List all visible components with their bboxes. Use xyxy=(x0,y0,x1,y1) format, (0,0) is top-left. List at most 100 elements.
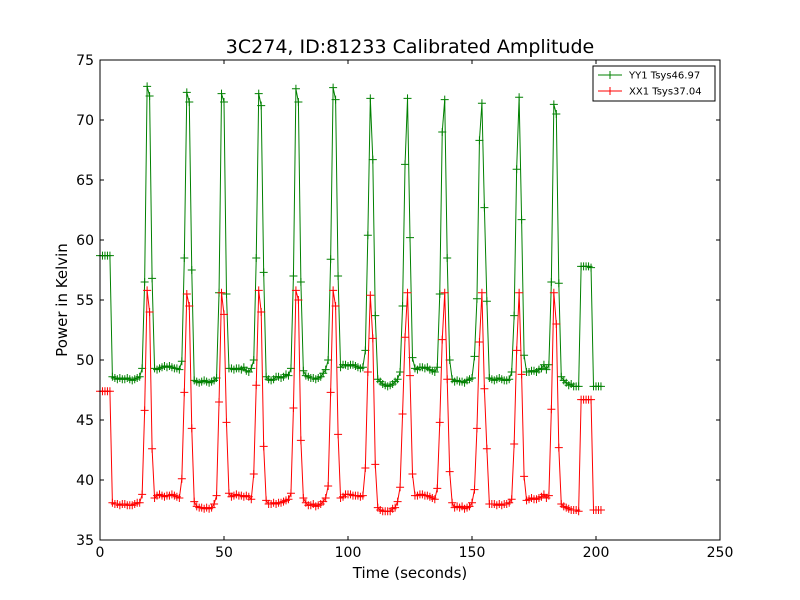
data-point xyxy=(138,490,147,499)
data-point xyxy=(371,460,380,469)
data-point xyxy=(289,404,298,412)
chart-title: 3C274, ID:81233 Calibrated Amplitude xyxy=(226,36,594,58)
axes-layer: 0 50 100 150 200 250 35 40 45 50 55 60 65 70 75 xyxy=(76,53,733,561)
data-point xyxy=(482,444,491,453)
data-point xyxy=(187,424,196,433)
data-point xyxy=(587,395,596,404)
series-1 xyxy=(96,286,605,516)
data-point xyxy=(549,100,558,109)
data-point xyxy=(175,494,184,502)
data-point xyxy=(363,231,372,240)
legend: YY1 Tsys46.97 XX1 Tsys37.04 xyxy=(592,65,716,102)
legend-swatch-marker xyxy=(606,71,614,79)
data-point xyxy=(475,136,484,145)
y-tick-label: 40 xyxy=(76,473,94,489)
data-point xyxy=(247,495,256,504)
data-point xyxy=(468,374,476,382)
data-point xyxy=(472,294,481,303)
y-tick-label: 45 xyxy=(76,413,94,429)
legend-box xyxy=(592,65,716,102)
data-point xyxy=(406,233,414,242)
data-point xyxy=(324,356,333,364)
data-point xyxy=(296,436,305,445)
data-point xyxy=(482,297,491,306)
data-point xyxy=(440,95,449,104)
data-point xyxy=(257,101,266,110)
data-point xyxy=(326,388,335,397)
y-tick-label: 55 xyxy=(76,293,94,309)
data-point xyxy=(477,99,486,108)
data-point xyxy=(547,405,556,414)
data-point xyxy=(542,365,551,374)
data-point xyxy=(366,94,375,103)
data-point xyxy=(587,263,596,272)
data-point xyxy=(331,95,340,104)
data-point xyxy=(187,266,196,274)
data-point xyxy=(366,291,375,300)
data-point xyxy=(177,474,186,483)
x-tick-label: 100 xyxy=(335,545,362,561)
data-point xyxy=(468,498,476,507)
data-point xyxy=(329,286,338,295)
data-point xyxy=(326,255,335,264)
data-point xyxy=(182,88,191,97)
data-point xyxy=(505,375,514,384)
data-point xyxy=(252,254,261,262)
data-point xyxy=(470,485,479,494)
data-point xyxy=(403,94,412,103)
data-point xyxy=(512,165,521,174)
data-point xyxy=(284,371,293,380)
data-point xyxy=(291,286,300,295)
data-point xyxy=(361,464,370,472)
data-point xyxy=(433,363,442,372)
x-tick-label: 50 xyxy=(215,545,233,561)
data-point xyxy=(517,370,526,379)
series-0 xyxy=(96,82,605,391)
data-point xyxy=(393,497,402,506)
data-point xyxy=(145,92,154,100)
data-point xyxy=(259,442,268,451)
data-point xyxy=(549,288,558,297)
data-point xyxy=(480,384,489,393)
data-point xyxy=(284,495,293,504)
legend-entry-label: YY1 Tsys46.97 xyxy=(628,71,700,82)
data-point xyxy=(222,418,231,427)
x-axis-label: Time (seconds) xyxy=(352,564,468,582)
data-point xyxy=(299,494,308,502)
data-point xyxy=(289,272,298,280)
data-point xyxy=(321,494,330,502)
data-point xyxy=(105,251,114,260)
data-point xyxy=(408,470,417,478)
data-point xyxy=(438,128,447,136)
data-point xyxy=(190,497,199,506)
y-tick-label: 50 xyxy=(76,353,94,369)
data-point xyxy=(430,495,439,504)
data-point xyxy=(371,311,380,320)
data-point xyxy=(286,364,295,373)
data-point xyxy=(358,363,367,372)
data-point xyxy=(480,203,489,212)
data-point xyxy=(140,406,149,415)
data-point xyxy=(286,489,295,498)
y-tick-label: 60 xyxy=(76,233,94,249)
x-tick-label: 150 xyxy=(459,545,486,561)
data-point xyxy=(180,388,189,397)
x-tick-label: 200 xyxy=(583,545,610,561)
data-point xyxy=(398,410,407,418)
data-point xyxy=(507,368,516,376)
data-point xyxy=(552,110,561,118)
data-point xyxy=(443,375,452,384)
data-point xyxy=(247,364,256,373)
data-point xyxy=(217,89,226,98)
data-point xyxy=(257,308,266,316)
data-point xyxy=(475,338,484,346)
data-point xyxy=(515,288,524,297)
data-point xyxy=(148,444,157,453)
data-point xyxy=(544,491,553,500)
data-point xyxy=(396,483,405,492)
data-point xyxy=(145,308,154,316)
data-point xyxy=(254,286,263,295)
data-point xyxy=(135,498,144,507)
data-point xyxy=(406,371,414,380)
